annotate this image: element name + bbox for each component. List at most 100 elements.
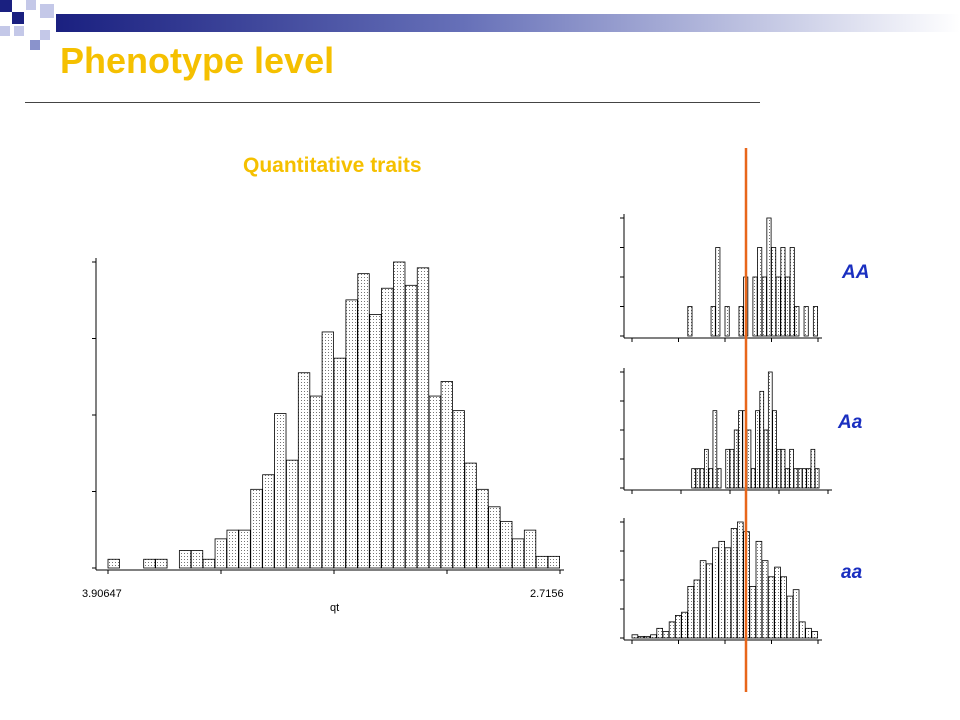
chart-subtitle: Quantitative traits [243, 154, 422, 177]
main-histogram-bar [333, 357, 346, 569]
main-histogram-bar [488, 506, 501, 569]
aa-histogram-bar [718, 540, 725, 639]
Aa-histogram-bar [810, 448, 816, 489]
Aa-histogram-bar [716, 468, 722, 489]
AA-histogram-bar [812, 306, 818, 337]
main-histogram-bar [202, 558, 216, 569]
main-histogram-bar [464, 462, 477, 569]
main-histogram-bar [452, 410, 465, 569]
aa-histogram-bar [693, 579, 701, 639]
AA-histogram-bar [715, 247, 721, 337]
main-histogram-bar [535, 555, 549, 569]
AA-histogram [620, 214, 822, 342]
header-gradient-bar [56, 14, 960, 32]
AA-histogram-bar [724, 306, 730, 337]
aa-histogram-bar [656, 627, 663, 639]
page-title: Phenotype level [60, 40, 335, 81]
main-histogram-bar [309, 395, 323, 569]
Aa-histogram-bar [695, 468, 701, 489]
main-histogram-bar [512, 538, 525, 569]
aa-histogram-bar [786, 595, 794, 639]
Aa-histogram-bar [806, 468, 811, 489]
AA-histogram-bar [738, 306, 744, 337]
main-histogram-bar [190, 550, 204, 569]
AA-histogram-bar [794, 306, 800, 337]
corner-square-5 [14, 26, 24, 36]
Aa-histogram-bar [746, 429, 752, 489]
Aa-histogram-bar [814, 468, 820, 489]
corner-square-7 [30, 40, 40, 50]
AA-histogram-bar [803, 306, 809, 337]
aa-histogram-bar [761, 560, 769, 639]
AA-histogram-bar [761, 276, 767, 337]
Aa-histogram-bar [797, 468, 803, 489]
corner-square-4 [0, 26, 10, 36]
aa-histogram-bar [644, 635, 651, 639]
Aa-histogram-bar [784, 468, 790, 489]
aa-histogram-bar [631, 634, 639, 639]
aa-histogram-bar [737, 521, 744, 639]
aa-histogram-bar [749, 586, 756, 639]
Aa-histogram-bar [767, 371, 773, 489]
Aa-histogram-bar [708, 468, 713, 489]
Aa-histogram-bar [699, 468, 705, 489]
Aa-histogram-bar [750, 468, 756, 489]
main-histogram-bar [286, 459, 299, 569]
main-histogram-bar [262, 474, 275, 569]
main-histogram-bar [357, 273, 370, 569]
main-histogram [92, 258, 564, 574]
aa-histogram-bar [681, 611, 688, 639]
AA-histogram-bar [752, 276, 758, 337]
aa-histogram-bar [768, 576, 775, 639]
Aa-histogram [620, 368, 832, 494]
main-histogram-bar [143, 558, 156, 569]
main-histogram-bar [428, 395, 442, 569]
aa-histogram-bar [637, 635, 645, 639]
corner-square-2 [12, 12, 24, 24]
Aa-histogram-bar [733, 429, 739, 489]
x-axis-label: qt [330, 602, 339, 614]
Aa-histogram-bar [772, 410, 777, 489]
AA-histogram-bar [771, 247, 777, 337]
AA-histogram-bar [785, 276, 791, 337]
AA-histogram-bar [789, 247, 795, 337]
main-histogram-bar [523, 529, 537, 569]
genotype-label-Aa: Aa [838, 412, 863, 433]
aa-histogram-bar [699, 560, 707, 639]
main-histogram-bar [155, 558, 168, 569]
main-histogram-bar [381, 287, 394, 569]
main-histogram-bar [238, 529, 251, 569]
aa-histogram-bar [792, 589, 800, 639]
main-histogram-bar [404, 284, 418, 569]
main-histogram-bar [321, 331, 334, 569]
AA-histogram-bar [757, 247, 763, 337]
AA-histogram-bar [710, 306, 716, 337]
main-histogram-bar [416, 267, 430, 569]
AA-histogram-bar [775, 276, 781, 337]
main-histogram-bar [107, 558, 120, 569]
main-histogram-bar [214, 538, 227, 569]
genotype-label-aa: aa [841, 562, 863, 583]
aa-histogram-bar [774, 566, 781, 639]
aa-histogram-bar [650, 634, 657, 639]
main-histogram-bar [345, 299, 358, 569]
main-histogram-bar [500, 520, 513, 569]
AA-histogram-bar [766, 217, 772, 337]
Aa-histogram-bar [725, 448, 731, 489]
aa-histogram-bar [687, 586, 694, 639]
aa-histogram-bar [675, 615, 682, 639]
aa-histogram-bar [662, 631, 670, 639]
aa-histogram-bar [706, 563, 713, 639]
aa-histogram-bar [805, 627, 812, 639]
corner-square-8 [40, 30, 50, 40]
main-histogram-bar [297, 372, 311, 569]
x-tick-label-min: 3.90647 [82, 588, 122, 600]
Aa-histogram-bar [755, 410, 760, 489]
main-histogram-bar [178, 550, 192, 569]
title-divider [25, 102, 760, 103]
aa-histogram-bar [712, 547, 719, 639]
Aa-histogram-bar [793, 468, 799, 489]
x-tick-label-max: 2.7156 [530, 588, 564, 600]
aa-histogram-bar [780, 576, 787, 639]
